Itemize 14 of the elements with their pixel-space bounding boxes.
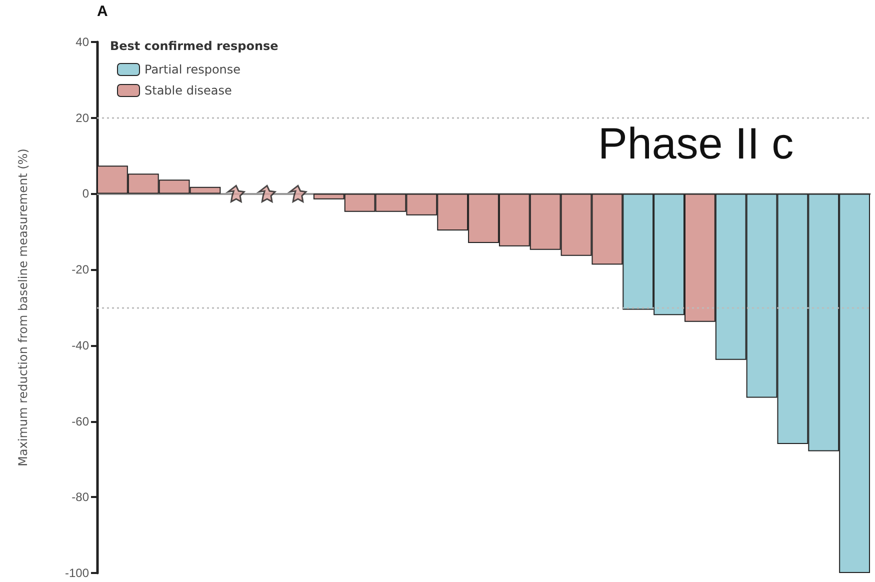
legend-title: Best confirmed response <box>110 39 278 53</box>
legend-label: Stable disease <box>144 84 232 98</box>
y-tick-label: -40 <box>72 338 90 352</box>
text: A <box>97 3 108 20</box>
legend-label: Partial response <box>144 62 241 76</box>
y-tick-label: -100 <box>64 566 90 580</box>
y-tick-label: -60 <box>72 414 90 428</box>
y-tick-label: 20 <box>76 110 90 125</box>
annotation: Phase II c <box>598 120 794 168</box>
y-tick-label: 0 <box>82 186 90 201</box>
y-tick-label: -20 <box>72 262 90 277</box>
y-tick-label: 40 <box>76 35 90 49</box>
y-tick-label: -80 <box>72 490 90 504</box>
y-axis-title: Maximum reduction from baseline measurement (%) <box>16 148 30 466</box>
